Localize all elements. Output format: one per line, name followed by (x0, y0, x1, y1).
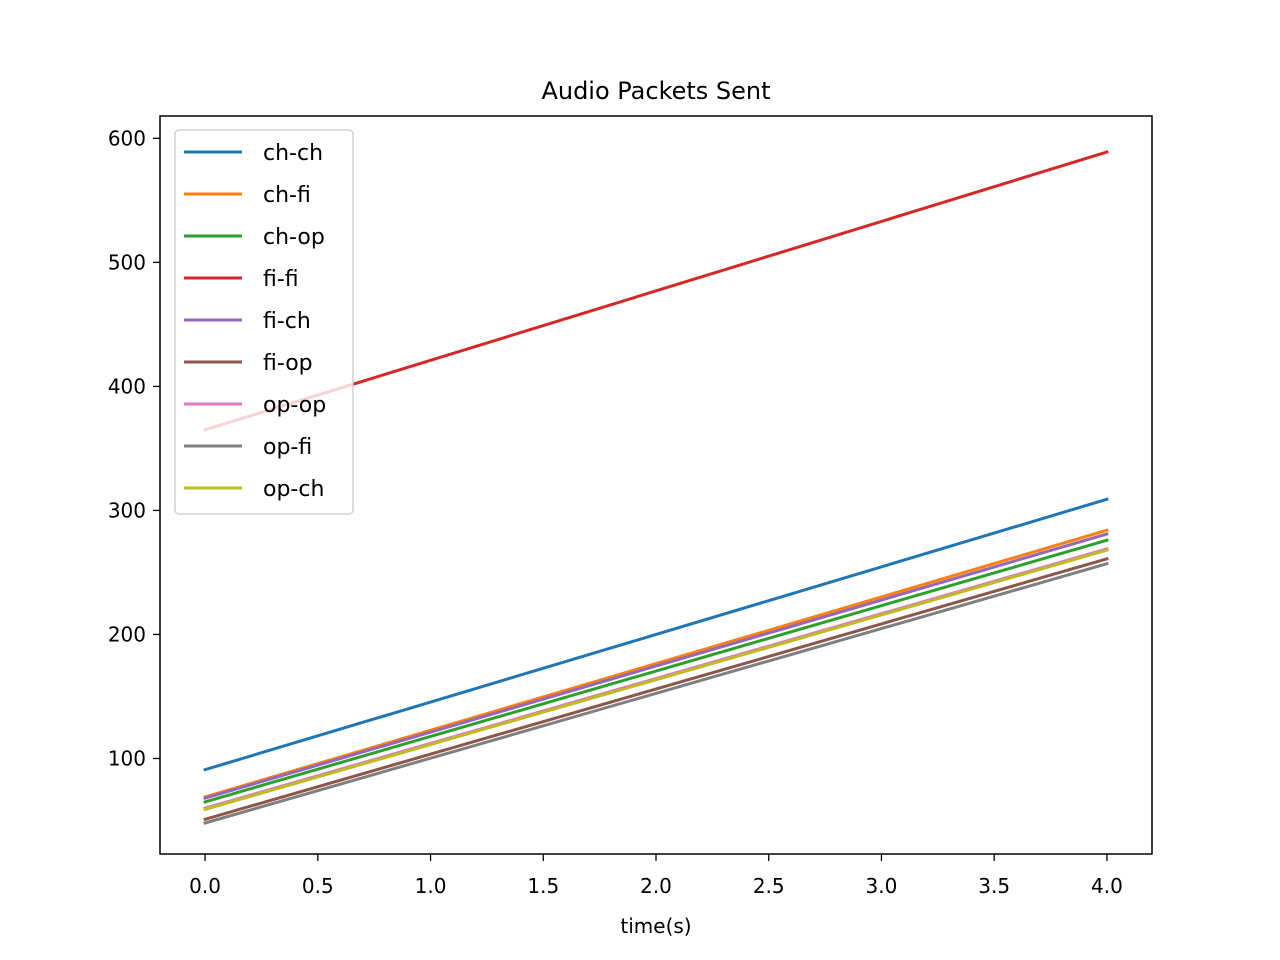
legend: ch-ch ch-fi ch-op fi-fi fi-ch fi-op op-op op-fi… (174, 129, 354, 515)
x-axis-label: time(s) (620, 914, 691, 938)
series-line-fi-fi (203, 150, 1109, 432)
legend-label-op-op: op-op (263, 393, 326, 418)
x-tick-label: 2.5 (753, 874, 785, 898)
y-tick-label: 400 (108, 374, 146, 398)
x-tick-label: 0.0 (189, 874, 221, 898)
legend-label-fi-op: fi-op (263, 351, 313, 376)
y-tick-label: 600 (108, 126, 146, 150)
x-tick-label: 3.5 (978, 874, 1010, 898)
legend-label-op-fi: op-fi (263, 435, 312, 460)
series-line-ch-fi (203, 528, 1109, 799)
series-line-ch-op (203, 538, 1109, 804)
series-line-op-fi (203, 561, 1109, 825)
series-line-op-ch (203, 548, 1109, 812)
legend-label-ch-fi: ch-fi (263, 183, 311, 208)
series-lines (203, 150, 1109, 825)
series-line-fi-ch (203, 532, 1109, 801)
legend-label-op-ch: op-ch (263, 477, 324, 502)
legend-box (174, 129, 354, 515)
y-tick-label: 200 (108, 622, 146, 646)
legend-label-ch-ch: ch-ch (263, 141, 323, 166)
x-tick-label: 0.5 (302, 874, 334, 898)
x-tick-label: 2.0 (640, 874, 672, 898)
series-line-fi-op (203, 556, 1109, 822)
axis-ticks: 0.0 0.5 1.0 1.5 2.0 2.5 3.0 3.5 4.0 100 200 300 400 5… (108, 126, 1123, 898)
chart-title: Audio Packets Sent (541, 77, 770, 105)
plot-frame (159, 115, 1153, 855)
legend-label-fi-fi: fi-fi (263, 267, 299, 292)
y-tick-label: 100 (108, 746, 146, 770)
x-tick-label: 3.0 (866, 874, 898, 898)
series-line-ch-ch (203, 497, 1109, 772)
x-tick-label: 4.0 (1091, 874, 1123, 898)
y-tick-label: 500 (108, 250, 146, 274)
x-tick-label: 1.0 (415, 874, 447, 898)
legend-label-ch-op: ch-op (263, 225, 325, 250)
x-tick-label: 1.5 (527, 874, 559, 898)
y-tick-label: 300 (108, 498, 146, 522)
legend-label-fi-ch: fi-ch (263, 309, 311, 334)
